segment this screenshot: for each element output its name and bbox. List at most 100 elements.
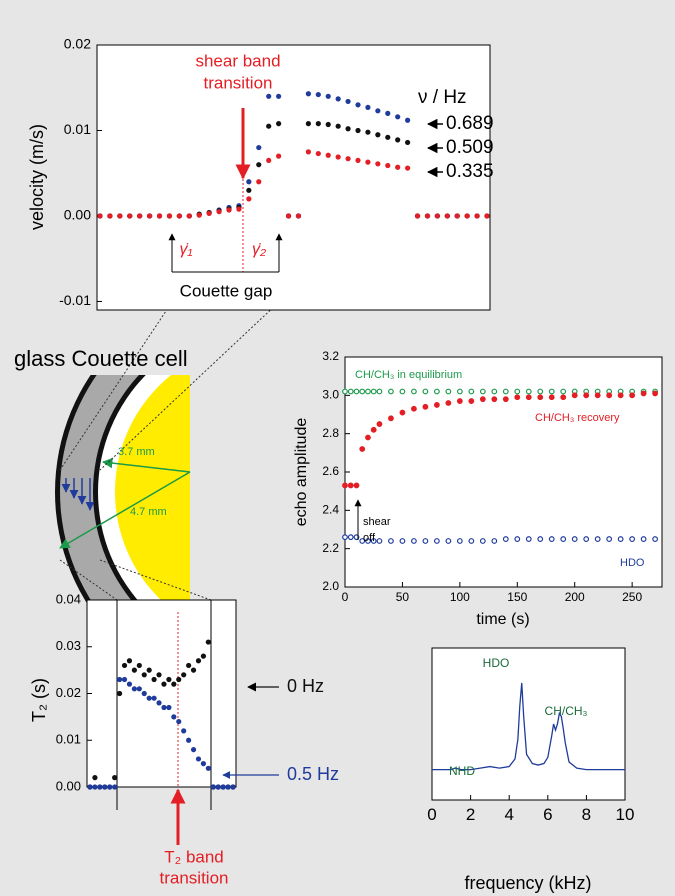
data-point	[445, 388, 452, 395]
data-point	[347, 388, 354, 395]
data-point	[445, 538, 452, 544]
x-axis-label: frequency (kHz)	[464, 873, 591, 893]
data-point	[456, 398, 463, 404]
data-point	[131, 667, 137, 673]
data-point	[112, 775, 118, 781]
series-label: 0 Hz	[287, 676, 324, 696]
data-point	[276, 121, 282, 127]
data-point	[385, 134, 391, 140]
data-point	[525, 536, 532, 542]
data-point	[422, 388, 429, 395]
data-point	[195, 658, 202, 664]
annotation: γ̇₂	[252, 241, 266, 258]
y-tick-label: 0.04	[56, 591, 81, 606]
annotation: γ̇₁	[179, 241, 192, 258]
data-point	[433, 388, 440, 395]
data-point	[315, 121, 321, 127]
data-point	[548, 536, 555, 542]
data-point	[266, 123, 272, 129]
data-point	[355, 127, 361, 134]
data-point	[375, 161, 381, 167]
data-point	[315, 91, 321, 98]
data-point	[370, 388, 377, 395]
data-point	[353, 482, 360, 489]
data-point	[200, 653, 207, 659]
data-point	[385, 162, 391, 169]
y-tick-label: 0.03	[56, 638, 81, 653]
data-point	[121, 676, 128, 683]
data-point	[376, 538, 383, 544]
data-point	[276, 153, 282, 159]
data-point	[399, 388, 406, 395]
annotation: T₂ band	[164, 847, 224, 866]
data-point	[388, 415, 394, 422]
data-point	[359, 388, 366, 395]
data-point	[422, 538, 429, 544]
data-point	[97, 784, 103, 790]
data-point	[171, 714, 177, 720]
data-point	[246, 179, 252, 185]
data-point	[161, 681, 167, 687]
data-point	[594, 392, 601, 399]
annotation: shear	[363, 516, 391, 528]
data-point	[315, 150, 321, 157]
inner-radius-label: 3.7 mm	[118, 446, 155, 458]
x-tick-label: 50	[396, 590, 410, 604]
data-point	[137, 213, 143, 219]
spectrum-line	[432, 682, 625, 771]
data-point	[571, 536, 578, 542]
data-point	[617, 536, 624, 542]
data-point	[186, 662, 192, 669]
data-point	[502, 396, 509, 403]
data-point	[388, 388, 394, 395]
data-point	[295, 213, 302, 219]
data-point	[606, 536, 613, 542]
data-point	[196, 212, 202, 218]
data-point	[395, 137, 401, 143]
data-point	[156, 700, 162, 706]
data-point	[325, 121, 331, 128]
data-point	[146, 667, 152, 673]
data-point	[479, 538, 486, 544]
data-point	[126, 658, 133, 664]
data-point	[121, 662, 128, 669]
data-point	[355, 157, 361, 164]
connector-lines	[59, 301, 280, 601]
x-tick-label: 2	[466, 805, 475, 824]
data-point	[594, 536, 601, 542]
data-point	[225, 784, 231, 790]
data-point	[376, 421, 383, 427]
annotation: transition	[204, 73, 273, 92]
data-point	[220, 784, 226, 790]
plot-area	[96, 44, 491, 311]
data-point	[325, 152, 331, 158]
data-point	[186, 737, 192, 743]
data-point	[560, 536, 567, 542]
legend-label: 0.689	[446, 113, 494, 134]
data-point	[491, 538, 498, 544]
data-point	[176, 718, 182, 725]
data-point	[434, 213, 440, 219]
data-point	[246, 196, 252, 202]
data-point	[370, 538, 377, 544]
data-point	[433, 538, 440, 544]
y-axis-label: velocity (m/s)	[27, 124, 47, 230]
data-point	[514, 536, 521, 542]
data-point	[395, 164, 401, 170]
data-point	[422, 403, 429, 410]
data-point	[200, 761, 207, 767]
data-point	[537, 394, 544, 401]
y-tick-label: 0.00	[64, 207, 91, 223]
series-label: CH/CH₃ in equilibrium	[355, 369, 462, 381]
x-tick-label: 150	[507, 590, 527, 604]
data-point	[365, 538, 371, 544]
outer-radius-label: 4.7 mm	[130, 506, 167, 518]
data-point	[514, 394, 521, 401]
data-point	[226, 207, 232, 213]
data-point	[359, 446, 366, 452]
data-point	[166, 704, 172, 711]
data-point	[484, 213, 490, 219]
data-point	[230, 784, 236, 790]
data-point	[116, 676, 123, 683]
